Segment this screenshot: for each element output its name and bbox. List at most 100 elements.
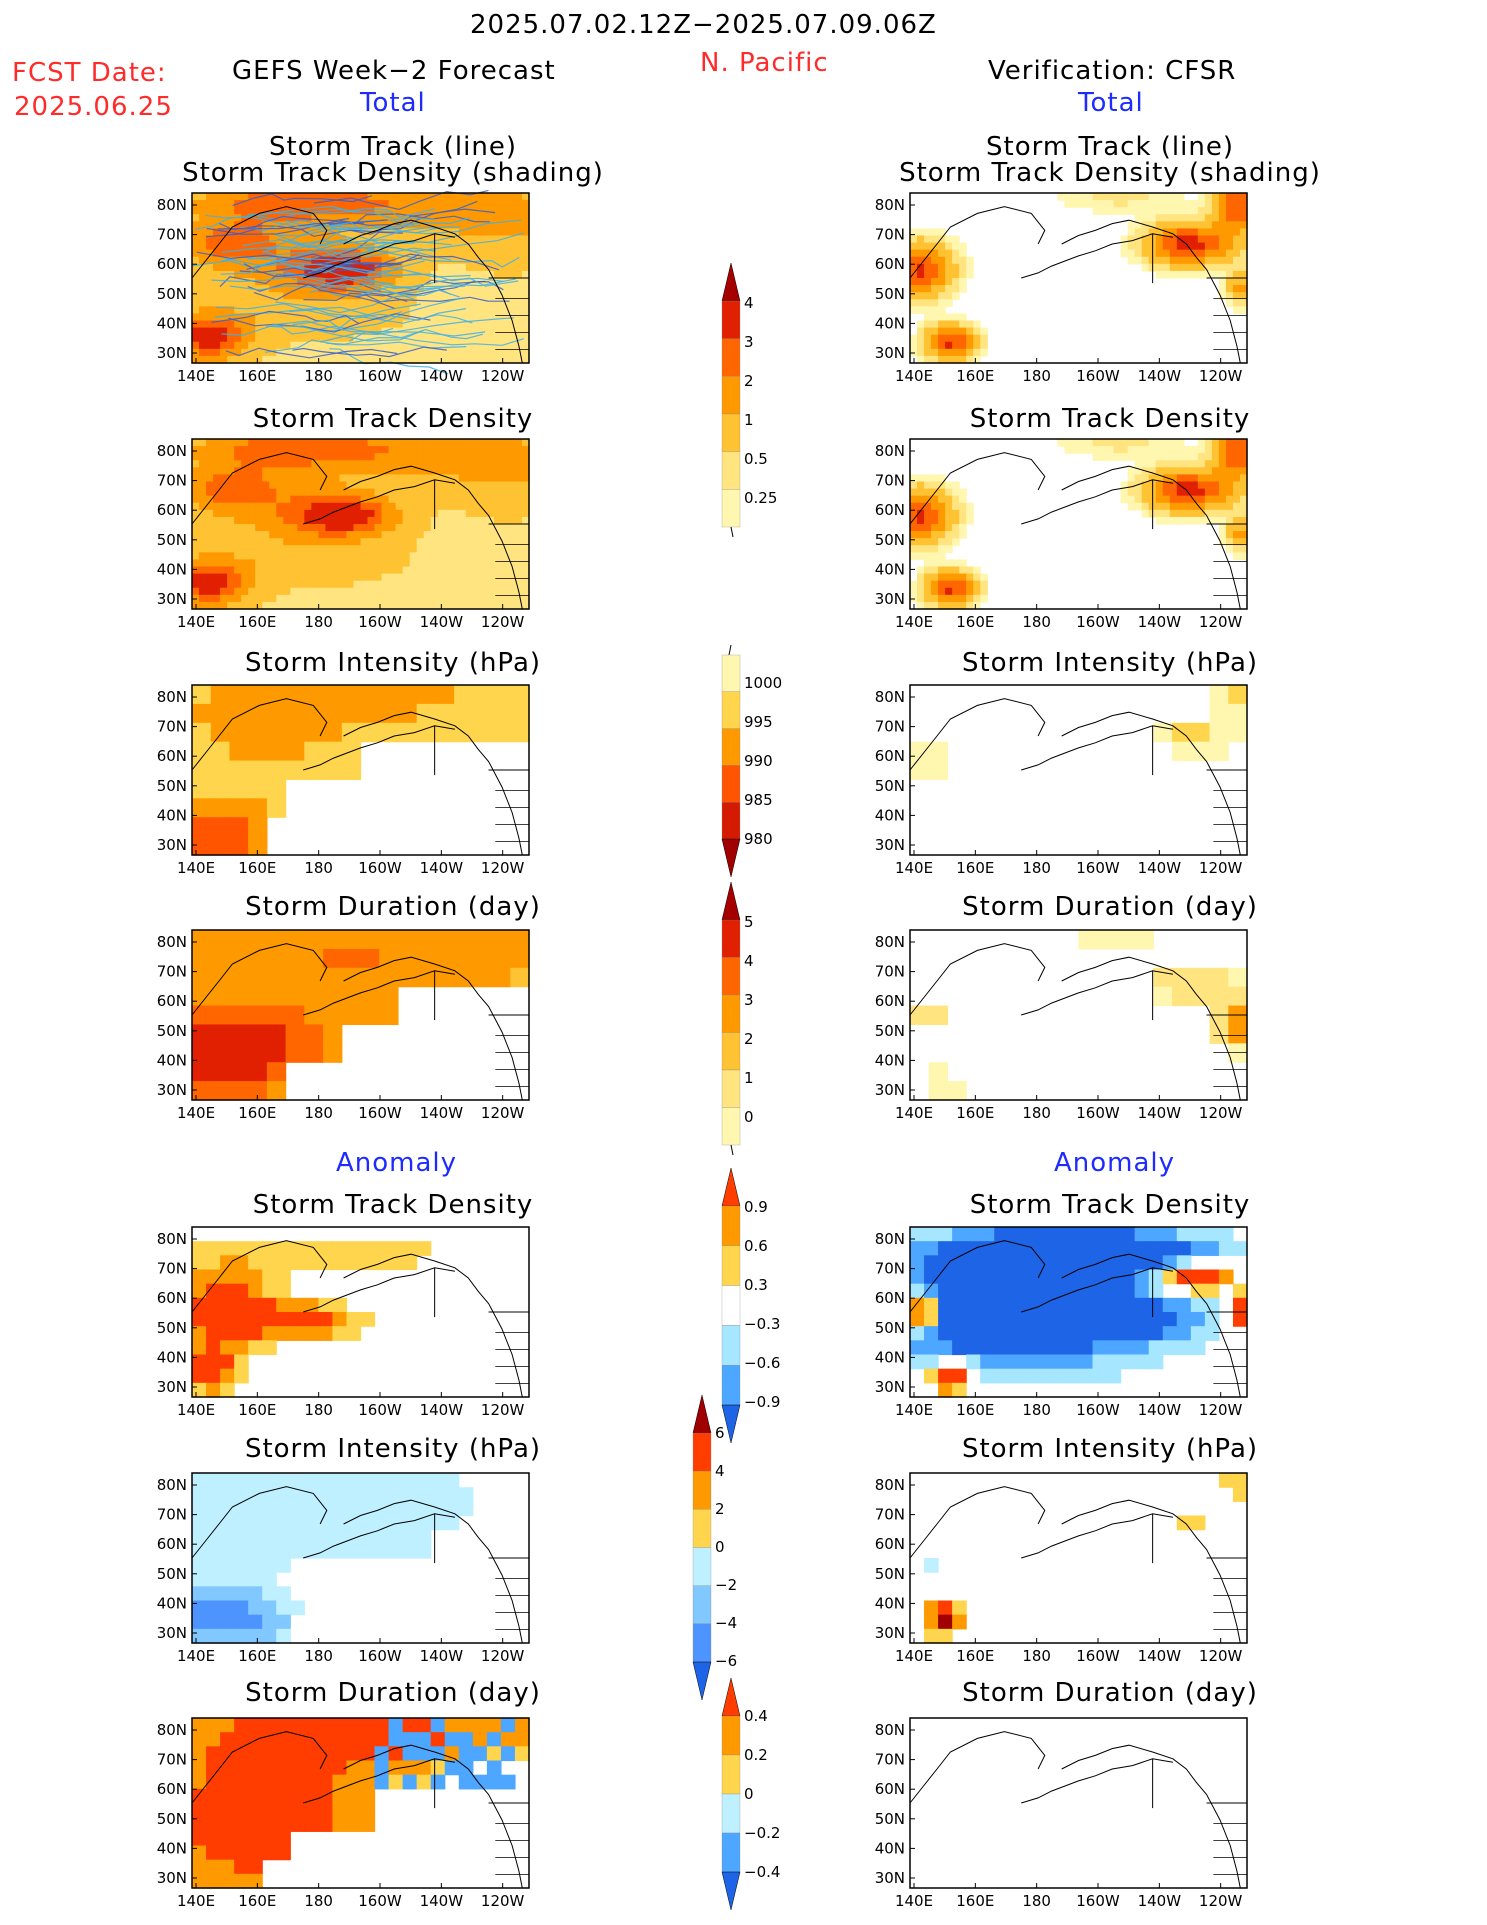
grid-cell xyxy=(486,453,495,461)
grid-cell xyxy=(938,1340,953,1356)
grid-cell xyxy=(1218,460,1227,468)
grid-cell xyxy=(192,836,212,856)
grid-cell xyxy=(262,538,270,546)
grid-cell xyxy=(1190,488,1199,497)
grid-cell xyxy=(486,538,495,546)
grid-cell xyxy=(255,474,263,483)
grid-cell xyxy=(241,299,249,307)
grid-cell xyxy=(444,1732,460,1747)
colorbar-label: −0.2 xyxy=(744,1824,780,1842)
grid-cell xyxy=(304,1732,319,1747)
grid-cell xyxy=(472,193,481,201)
grid-cell xyxy=(472,320,481,329)
grid-cell xyxy=(402,488,411,497)
grid-cell xyxy=(192,1774,207,1790)
left-map-3: 140E 160E 180 160W 140W 120W80N70N60N50N40N30… xyxy=(157,684,530,877)
grid-cell xyxy=(910,256,918,265)
grid-cell xyxy=(1232,439,1241,447)
grid-cell xyxy=(924,334,932,343)
grid-cell xyxy=(374,193,383,201)
grid-cell xyxy=(444,446,453,454)
grid-cell xyxy=(229,722,249,743)
grid-cell xyxy=(269,193,277,201)
grid-cell xyxy=(1064,1326,1080,1341)
grid-cell xyxy=(248,1081,268,1101)
grid-cell xyxy=(381,509,390,518)
grid-cell xyxy=(220,467,228,476)
grid-cell xyxy=(416,1473,432,1488)
grid-cell xyxy=(262,278,270,286)
grid-cell xyxy=(255,200,263,208)
grid-cell xyxy=(192,1326,207,1341)
grid-cell xyxy=(1022,1312,1037,1327)
map-background xyxy=(910,685,1247,855)
grid-cell xyxy=(945,327,953,336)
grid-cell xyxy=(374,502,383,511)
grid-cell xyxy=(206,453,214,461)
grid-cell xyxy=(924,348,932,357)
grid-cell xyxy=(1211,228,1220,237)
grid-cell xyxy=(304,1312,319,1327)
grid-cell xyxy=(283,292,291,300)
grid-cell xyxy=(367,214,376,222)
grid-cell xyxy=(255,299,263,307)
grid-cell xyxy=(297,460,305,468)
grid-cell xyxy=(360,703,380,724)
grid-cell xyxy=(213,580,221,589)
grid-cell xyxy=(931,313,939,322)
grid-cell xyxy=(931,348,939,357)
grid-cell xyxy=(227,355,235,364)
grid-cell xyxy=(283,587,291,596)
grid-cell xyxy=(283,566,291,575)
lat-tick-label: 60N xyxy=(875,992,905,1010)
grid-cell xyxy=(325,587,334,596)
grid-cell xyxy=(521,552,530,561)
grid-cell xyxy=(1106,1255,1122,1271)
grid-cell xyxy=(269,516,277,525)
grid-cell xyxy=(248,601,256,610)
grid-cell xyxy=(346,552,355,561)
grid-cell xyxy=(192,292,200,300)
grid-cell xyxy=(367,348,376,357)
grid-cell xyxy=(1218,1227,1234,1242)
storm-track-line xyxy=(357,245,520,268)
grid-cell xyxy=(285,1005,305,1026)
grid-cell xyxy=(360,502,369,511)
grid-cell xyxy=(1225,299,1234,307)
grid-cell xyxy=(360,242,369,251)
grid-cell xyxy=(507,552,516,561)
grid-cell xyxy=(500,1746,516,1762)
colorbar-label: 1 xyxy=(744,1069,754,1087)
grid-cell xyxy=(248,1529,263,1545)
grid-cell xyxy=(437,488,446,497)
grid-cell xyxy=(234,531,242,539)
grid-cell xyxy=(486,221,495,230)
grid-cell xyxy=(262,1586,277,1602)
grid-cell xyxy=(339,320,348,329)
grid-cell xyxy=(402,1543,418,1559)
grid-cell xyxy=(952,334,960,343)
storm-track-line xyxy=(229,277,415,300)
grid-cell xyxy=(1155,488,1164,497)
grid-cell xyxy=(206,1297,221,1313)
grid-cell xyxy=(346,200,355,208)
grid-cell xyxy=(493,587,502,596)
grid-cell xyxy=(304,580,312,589)
grid-cell xyxy=(227,200,235,208)
grid-cell xyxy=(290,1312,305,1327)
grid-cell xyxy=(199,594,207,603)
grid-cell xyxy=(938,502,946,511)
grid-cell xyxy=(435,948,455,969)
grid-cell xyxy=(297,285,305,293)
grid-cell xyxy=(395,488,404,497)
grid-cell xyxy=(507,601,516,610)
grid-cell xyxy=(1169,495,1178,504)
grid-cell xyxy=(458,348,467,357)
grid-cell xyxy=(234,193,242,201)
grid-cell xyxy=(514,531,523,539)
grid-cell xyxy=(910,292,918,300)
grid-cell xyxy=(323,1005,343,1026)
colorbar-arrow-top xyxy=(721,881,741,921)
grid-cell xyxy=(486,270,495,279)
lon-tick-label: 160E xyxy=(956,1401,994,1419)
